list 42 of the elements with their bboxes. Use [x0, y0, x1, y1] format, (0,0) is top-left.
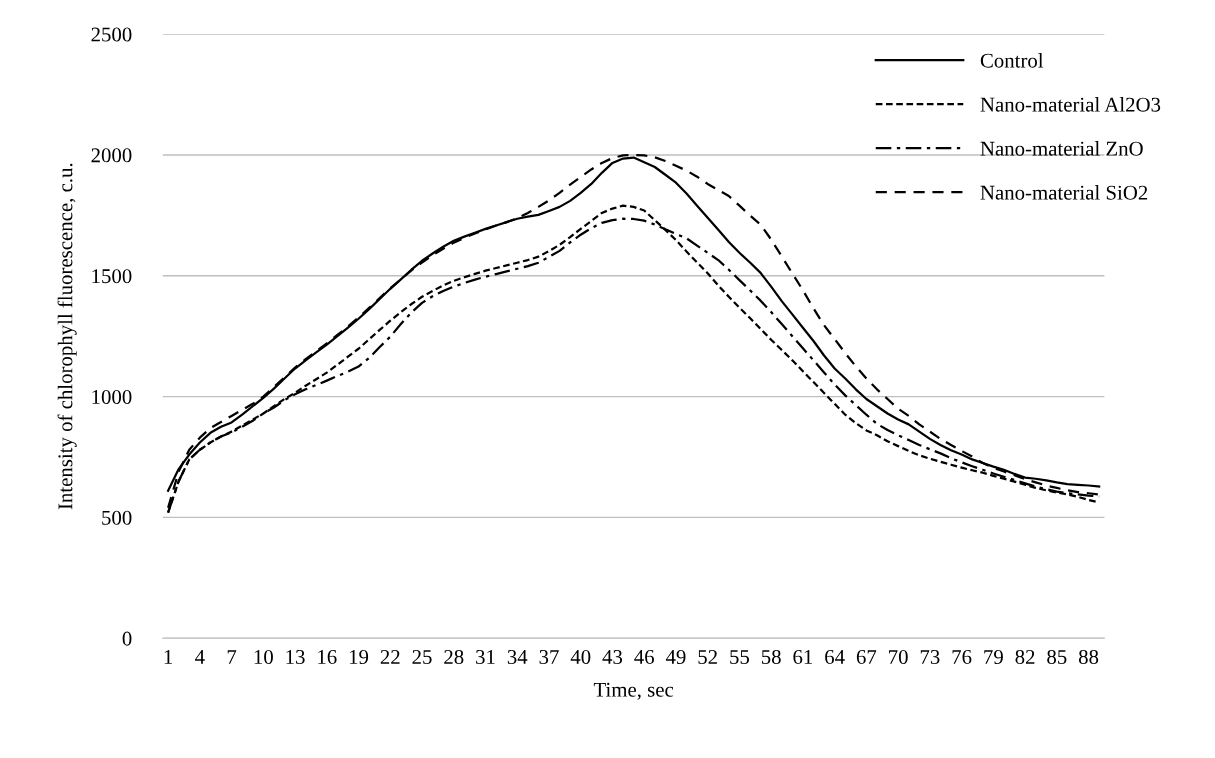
x-tick-label: 52: [698, 650, 717, 665]
x-tick-label: 61: [793, 650, 813, 665]
y-tick-label: 1000: [92, 389, 132, 405]
x-tick-label: 88: [1078, 649, 1099, 665]
x-tick-label: 28: [444, 649, 464, 665]
x-tick-label: 37: [539, 650, 559, 665]
x-tick-label: 58: [761, 649, 781, 665]
x-tick-label: 16: [318, 650, 337, 665]
x-tick-label: 4: [195, 650, 205, 664]
legend-label: Control: [980, 52, 1044, 68]
x-tick-label: 64: [825, 650, 845, 665]
x-tick-label: 79: [984, 650, 1003, 665]
x-tick-label: 85: [1047, 649, 1067, 665]
x-tick-label: 22: [380, 650, 400, 664]
x-tick-label: 25: [412, 650, 432, 665]
x-tick-label: 49: [665, 650, 686, 665]
x-tick-label: 43: [602, 650, 623, 665]
x-tick-label: 1: [164, 650, 173, 664]
legend-label: Nano-material Al2O3: [980, 97, 1161, 112]
x-tick-label: 67: [856, 650, 877, 665]
y-tick-label: 2500: [91, 27, 132, 42]
x-tick-label: 73: [920, 650, 940, 665]
x-tick-label: 70: [889, 649, 908, 665]
x-tick-label: 76: [952, 650, 972, 665]
y-tick-label: 1500: [92, 269, 132, 284]
x-tick-label: 34: [507, 650, 528, 665]
y-tick-label: 500: [102, 510, 132, 525]
x-tick-label: 10: [254, 649, 273, 665]
x-tick-label: 31: [476, 650, 495, 665]
x-tick-label: 19: [349, 650, 369, 665]
x-tick-label: 82: [1015, 649, 1035, 665]
x-tick-label: 55: [730, 650, 750, 665]
y-tick-label: 0: [122, 631, 132, 646]
x-axis-title: Time, sec: [593, 682, 674, 700]
y-tick-label: 2000: [91, 148, 132, 163]
x-tick-label: 46: [634, 650, 654, 665]
x-tick-label: 40: [570, 649, 591, 665]
x-tick-label: 13: [286, 650, 305, 665]
x-tick-label: 7: [227, 650, 237, 664]
y-axis-title: Intensity of chlorophyll fluorescence, c.u.: [57, 163, 77, 510]
legend-label: Nano-material ZnO: [980, 141, 1143, 156]
legend-label: Nano-material SiO2: [980, 185, 1148, 200]
